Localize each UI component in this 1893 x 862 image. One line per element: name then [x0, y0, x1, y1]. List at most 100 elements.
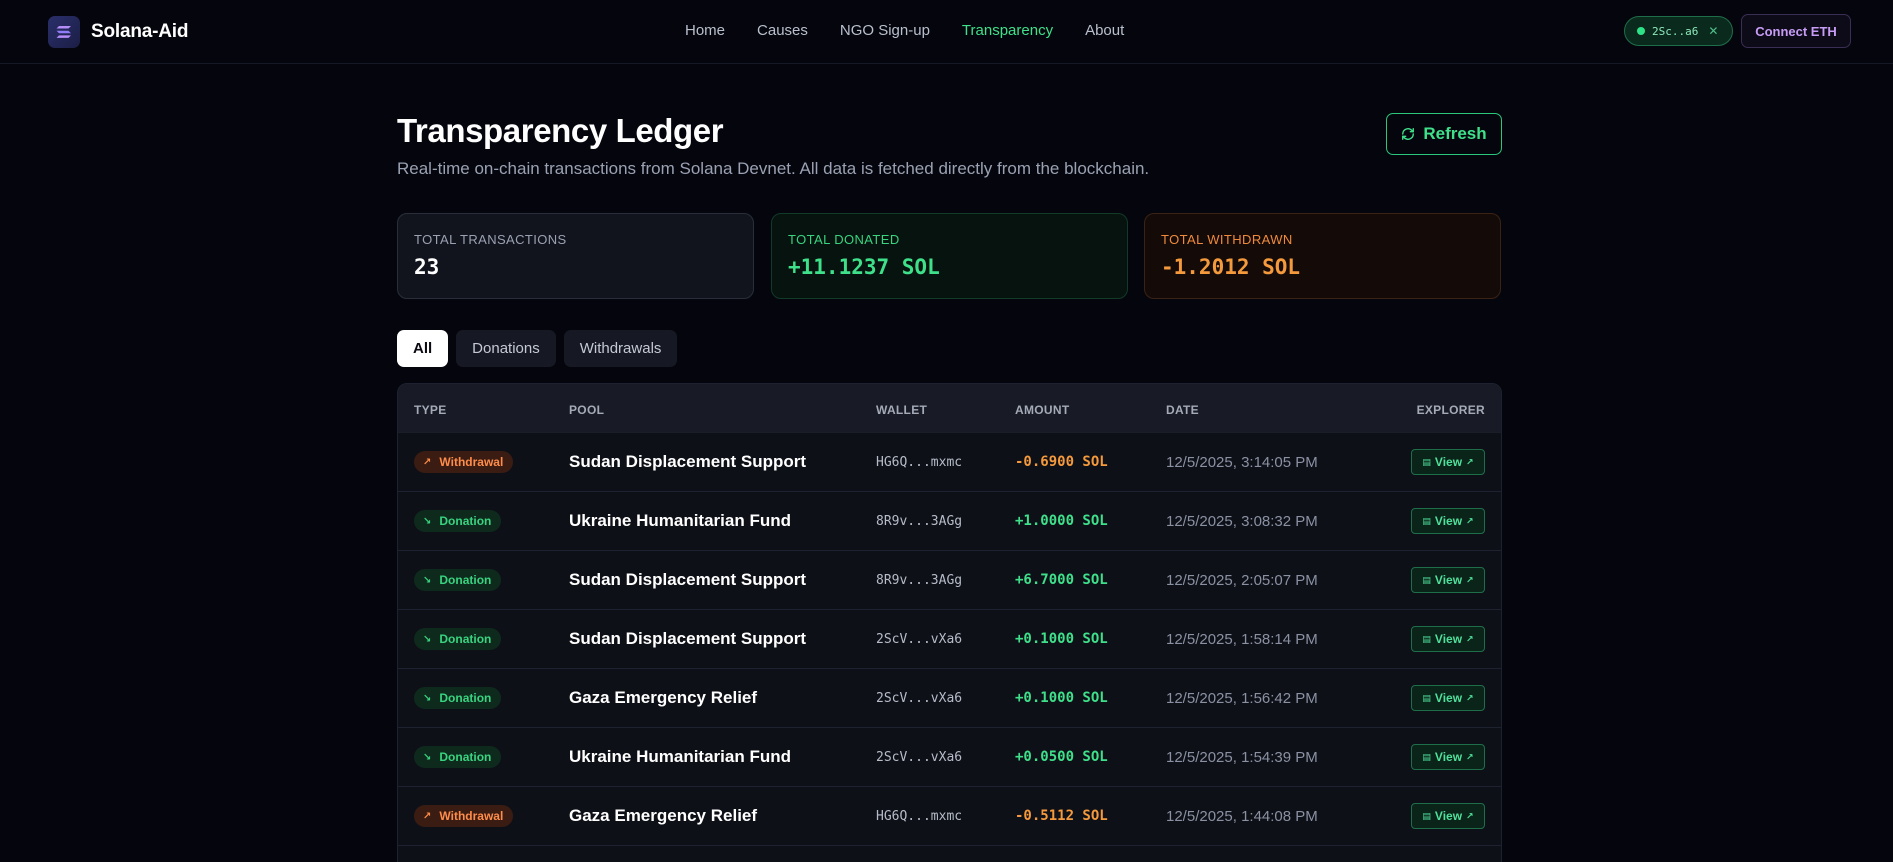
view-explorer-button[interactable]: ▤ View ↗ — [1411, 508, 1485, 534]
type-badge: ↘ Donation — [414, 510, 502, 532]
nav-link-causes[interactable]: Causes — [757, 22, 808, 39]
table-row: ↘ Donation Gaza Emergency Relief 2ScV...… — [398, 669, 1501, 728]
table-row: ↘ Donation Sudan Displacement Support 2S… — [398, 610, 1501, 669]
brand[interactable]: Solana-Aid — [48, 16, 188, 48]
arrow-up-right-icon: ↗ — [423, 810, 432, 822]
arrow-down-right-icon: ↘ — [423, 692, 432, 704]
type-badge: ↗ Withdrawal — [414, 805, 514, 827]
connect-eth-button[interactable]: Connect ETH — [1741, 14, 1851, 48]
page-subtitle: Real-time on-chain transactions from Sol… — [397, 159, 1150, 178]
view-explorer-button[interactable]: ▤ View ↗ — [1411, 685, 1485, 711]
document-icon: ▤ — [1422, 456, 1431, 467]
filter-tabs: All Donations Withdrawals — [397, 330, 685, 367]
table-row: ↗ Withdrawal Sudan Displacement Support … — [398, 433, 1501, 492]
pool-cell: Sudan Displacement Support — [569, 433, 806, 491]
explorer-cell: ▤ View ↗ — [1411, 492, 1485, 550]
external-link-icon: ↗ — [1466, 456, 1474, 467]
wallet-address: 2ScV...vXa6 — [876, 749, 963, 765]
document-icon: ▤ — [1422, 692, 1431, 703]
type-label: Withdrawal — [439, 809, 504, 823]
type-label: Donation — [439, 573, 492, 587]
refresh-label: Refresh — [1423, 124, 1487, 143]
stat-value: -1.2012 SOL — [1161, 255, 1301, 279]
view-explorer-button[interactable]: ▤ View ↗ — [1411, 449, 1485, 475]
solana-logo-icon — [48, 16, 80, 48]
wallet-address: 2ScV...vXa6 — [876, 690, 963, 706]
external-link-icon: ↗ — [1466, 574, 1474, 585]
pool-cell: Gaza Emergency Relief — [569, 787, 757, 845]
type-cell: ↗ Withdrawal — [414, 433, 514, 491]
arrow-down-right-icon: ↘ — [423, 751, 432, 763]
stat-card-total-withdrawn: TOTAL WITHDRAWN -1.2012 SOL — [1144, 213, 1501, 299]
document-icon: ▤ — [1422, 515, 1431, 526]
view-label: View — [1434, 632, 1463, 646]
pool-cell: Sudan Displacement Support — [569, 551, 806, 609]
arrow-down-right-icon: ↘ — [423, 633, 432, 645]
refresh-icon — [1402, 128, 1415, 140]
nav-link-transparency[interactable]: Transparency — [961, 22, 1054, 39]
stat-label: TOTAL WITHDRAWN — [1161, 232, 1293, 247]
amount-value: -0.6900 SOL — [1015, 454, 1108, 470]
wallet-address: HG6Q...mxmc — [876, 454, 963, 470]
view-label: View — [1434, 809, 1463, 823]
document-icon: ▤ — [1422, 633, 1431, 644]
tab-all[interactable]: All — [397, 330, 449, 367]
date-cell: 12/5/2025, 3:14:05 PM — [1166, 433, 1318, 491]
pool-name: Sudan Displacement Support — [569, 570, 807, 589]
wallet-cell: 2ScV...vXa6 — [876, 728, 962, 786]
date-cell: 12/5/2025, 1:58:14 PM — [1166, 610, 1318, 668]
amount-value: +0.1000 SOL — [1015, 631, 1108, 647]
type-cell: ↘ Donation — [414, 846, 501, 862]
type-cell: ↘ Donation — [414, 728, 502, 786]
external-link-icon: ↗ — [1466, 692, 1474, 703]
navbar: Solana-Aid Home Causes NGO Sign-up Trans… — [0, 0, 1893, 64]
view-label: View — [1434, 750, 1463, 764]
table-row: ↗ Withdrawal Gaza Emergency Relief HG6Q.… — [398, 787, 1501, 846]
date-cell: 12/5/2025, 3:08:32 PM — [1166, 492, 1318, 550]
stat-card-total-donated: TOTAL DONATED +11.1237 SOL — [771, 213, 1128, 299]
wallet-address: 8R9v...3AGg — [876, 572, 963, 588]
date-value: 12/5/2025, 1:44:08 PM — [1166, 807, 1318, 825]
explorer-cell: ▤ View ↗ — [1411, 551, 1485, 609]
wallet-cell: 8R9v...3AGg — [876, 551, 962, 609]
type-badge: ↗ Withdrawal — [414, 451, 514, 473]
pool-name: Sudan Displacement Support — [569, 452, 807, 471]
view-label: View — [1434, 455, 1463, 469]
column-header-type: TYPE — [414, 403, 447, 417]
refresh-button[interactable]: Refresh — [1386, 113, 1502, 155]
type-badge: ↘ Donation — [414, 687, 502, 709]
tab-donations[interactable]: Donations — [456, 330, 556, 367]
table-body: ↗ Withdrawal Sudan Displacement Support … — [398, 433, 1501, 862]
table-row: ↘ Donation Sudan Displacement Support 8R… — [398, 551, 1501, 610]
amount-cell: -0.6900 SOL — [1015, 433, 1108, 491]
wallet-chip[interactable]: 2Sc..a6 ✕ — [1624, 16, 1733, 46]
explorer-cell: ▤ View ↗ — [1411, 787, 1485, 845]
view-label: View — [1434, 573, 1463, 587]
pool-cell: Sudan Displacement Support — [569, 610, 806, 668]
amount-value: +1.0000 SOL — [1015, 513, 1108, 529]
nav-link-ngo-signup[interactable]: NGO Sign-up — [839, 22, 930, 39]
amount-value: +6.7000 SOL — [1015, 572, 1108, 588]
tab-withdrawals[interactable]: Withdrawals — [563, 330, 678, 367]
view-explorer-button[interactable]: ▤ View ↗ — [1411, 567, 1485, 593]
page-title: Transparency Ledger — [397, 112, 724, 149]
pool-name: Gaza Emergency Relief — [569, 688, 758, 707]
column-header-pool: POOL — [569, 403, 605, 417]
pool-cell: Ukraine Humanitarian Fund — [569, 492, 791, 550]
date-value: 12/5/2025, 1:56:42 PM — [1166, 689, 1318, 707]
date-cell: 12/5/2025, 1:44:08 PM — [1166, 787, 1318, 845]
nav-link-home[interactable]: Home — [685, 22, 726, 39]
column-header-explorer: EXPLORER — [1416, 403, 1485, 417]
external-link-icon: ↗ — [1466, 633, 1474, 644]
document-icon: ▤ — [1422, 810, 1431, 821]
type-label: Donation — [439, 750, 492, 764]
view-explorer-button[interactable]: ▤ View ↗ — [1411, 626, 1485, 652]
view-explorer-button[interactable]: ▤ View ↗ — [1411, 744, 1485, 770]
transactions-table: TYPE POOL WALLET AMOUNT DATE EXPLORER ↗ … — [397, 383, 1502, 862]
amount-cell: +0.1000 SOL — [1015, 669, 1108, 727]
view-explorer-button[interactable]: ▤ View ↗ — [1411, 803, 1485, 829]
brand-name: Solana-Aid — [91, 21, 189, 42]
nav-link-about[interactable]: About — [1085, 22, 1125, 39]
disconnect-icon[interactable]: ✕ — [1708, 24, 1719, 38]
explorer-cell: ▤ View ↗ — [1411, 433, 1485, 491]
